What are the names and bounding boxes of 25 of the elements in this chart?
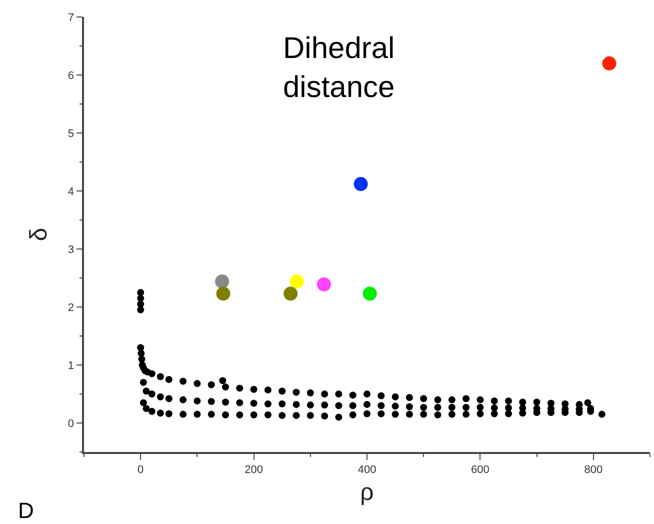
text: Dihedral distance xyxy=(283,32,395,104)
point xyxy=(215,274,230,288)
point xyxy=(602,56,616,70)
point xyxy=(290,274,304,288)
point xyxy=(362,286,377,301)
text: D xyxy=(18,498,34,523)
x-tick-label: 400 xyxy=(358,464,376,476)
y-tick-label: 1 xyxy=(68,360,74,372)
point xyxy=(216,286,230,301)
y-tick-label: 2 xyxy=(68,302,74,314)
y-tick-label: 0 xyxy=(68,418,74,430)
y-axis-title: δ xyxy=(26,228,53,242)
x-tick-label: 0 xyxy=(138,464,144,476)
y-tick-label: 7 xyxy=(68,12,74,24)
x-tick-label: 600 xyxy=(471,464,490,476)
y-tick-label: 3 xyxy=(68,244,74,256)
y-tick-label: 6 xyxy=(68,70,74,82)
y-tick-label: 4 xyxy=(68,186,74,198)
point xyxy=(284,286,298,301)
x-tick-label: 800 xyxy=(584,464,603,476)
point xyxy=(316,277,331,292)
x-axis-title: ρ xyxy=(360,478,374,506)
y-tick-label: 5 xyxy=(68,128,74,140)
point xyxy=(354,177,368,192)
x-tick-label: 200 xyxy=(244,464,263,476)
